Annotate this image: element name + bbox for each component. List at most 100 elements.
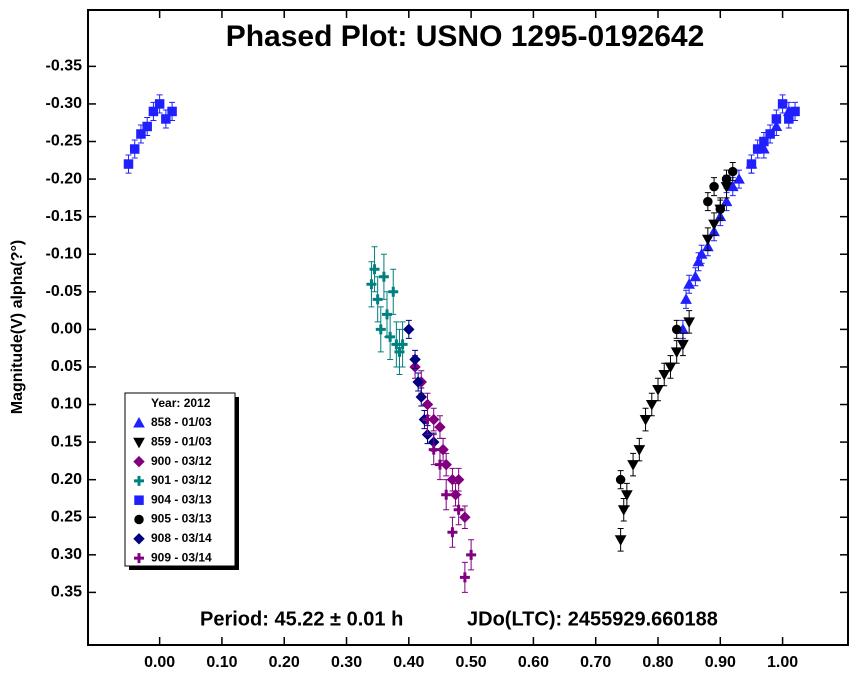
y-tick-label: -0.05 (46, 283, 83, 300)
point (728, 166, 738, 177)
y-tick-label: -0.30 (46, 95, 83, 112)
point (615, 474, 626, 485)
y-tick-label: -0.15 (46, 208, 83, 225)
y-tick-label: 0.30 (51, 546, 82, 563)
point (771, 114, 782, 124)
point (633, 445, 646, 456)
x-tick-label: 0.60 (518, 654, 549, 671)
y-tick-label: 0.20 (51, 471, 82, 488)
point (677, 339, 689, 351)
point (440, 458, 452, 471)
legend-marker (133, 437, 145, 449)
legend-title: Year: 2012 (151, 396, 211, 410)
point (466, 549, 477, 560)
y-tick-label: -0.35 (46, 58, 83, 75)
y-tick-label: -0.25 (46, 133, 83, 150)
point (459, 511, 471, 523)
y-tick-label: 0.00 (51, 321, 82, 338)
point (695, 248, 708, 259)
point (385, 331, 396, 342)
legend-label: 901 - 03/12 (151, 473, 212, 487)
y-tick-label: 0.35 (51, 584, 82, 601)
point (621, 490, 633, 501)
legend-marker (133, 533, 145, 545)
x-tick-label: 0.40 (393, 654, 424, 671)
point (142, 121, 152, 132)
x-tick-label: 0.00 (144, 654, 175, 671)
x-tick-label: 0.10 (206, 654, 237, 671)
series (366, 246, 408, 375)
point (784, 114, 794, 124)
x-tick-label: 0.20 (269, 654, 300, 671)
point (388, 286, 399, 297)
legend-marker (133, 416, 145, 428)
point (671, 324, 682, 335)
point (452, 473, 465, 486)
point (664, 362, 677, 373)
point (412, 376, 424, 388)
legend-marker (134, 553, 144, 564)
point (161, 114, 171, 124)
legend-marker (133, 455, 145, 468)
point (703, 196, 713, 207)
point (617, 505, 630, 516)
point (746, 159, 757, 169)
point (652, 384, 664, 396)
point (129, 144, 140, 154)
annotation: Period: 45.22 ± 0.01 h (200, 608, 403, 630)
point (123, 159, 134, 169)
legend-label: 900 - 03/12 (151, 454, 212, 468)
point (777, 99, 788, 109)
legend-label: 908 - 03/14 (151, 531, 212, 545)
point (721, 174, 732, 184)
point (403, 323, 415, 336)
point (459, 572, 470, 583)
point (167, 106, 177, 117)
x-tick-label: 0.70 (580, 654, 611, 671)
point (759, 136, 769, 147)
legend-marker (134, 514, 144, 525)
series (422, 404, 477, 593)
point (369, 264, 380, 275)
legend-label: 859 - 01/03 (151, 434, 212, 448)
y-tick-label: 0.25 (51, 508, 82, 525)
point (701, 234, 714, 246)
y-tick-label: 0.05 (51, 358, 82, 375)
point (658, 369, 671, 381)
point (434, 459, 445, 470)
point (415, 391, 427, 403)
point (765, 129, 775, 139)
legend-label: 904 - 03/13 (151, 492, 212, 506)
point (683, 278, 695, 289)
point (733, 173, 745, 184)
chart-title: Phased Plot: USNO 1295-0192642 (226, 20, 705, 53)
point (409, 353, 421, 366)
point (639, 415, 652, 426)
x-tick-label: 0.50 (456, 654, 487, 671)
point (453, 504, 464, 515)
point (790, 106, 800, 117)
point (378, 271, 389, 282)
legend-label: 909 - 03/14 (151, 550, 212, 564)
point (683, 317, 695, 328)
x-tick-label: 0.90 (705, 654, 736, 671)
point (136, 129, 146, 139)
point (709, 181, 719, 192)
point (680, 293, 692, 304)
point (154, 99, 165, 109)
point (670, 347, 683, 358)
y-axis-label: Magnitude(V) alpha(?°) (9, 240, 26, 414)
point (422, 414, 433, 425)
point (375, 324, 386, 335)
point (148, 106, 159, 117)
point (645, 400, 658, 411)
point (715, 204, 726, 214)
series (615, 162, 738, 490)
x-tick-label: 0.80 (642, 654, 673, 671)
point (720, 195, 733, 207)
point (434, 421, 446, 433)
point (441, 489, 452, 500)
legend-marker (134, 475, 144, 486)
